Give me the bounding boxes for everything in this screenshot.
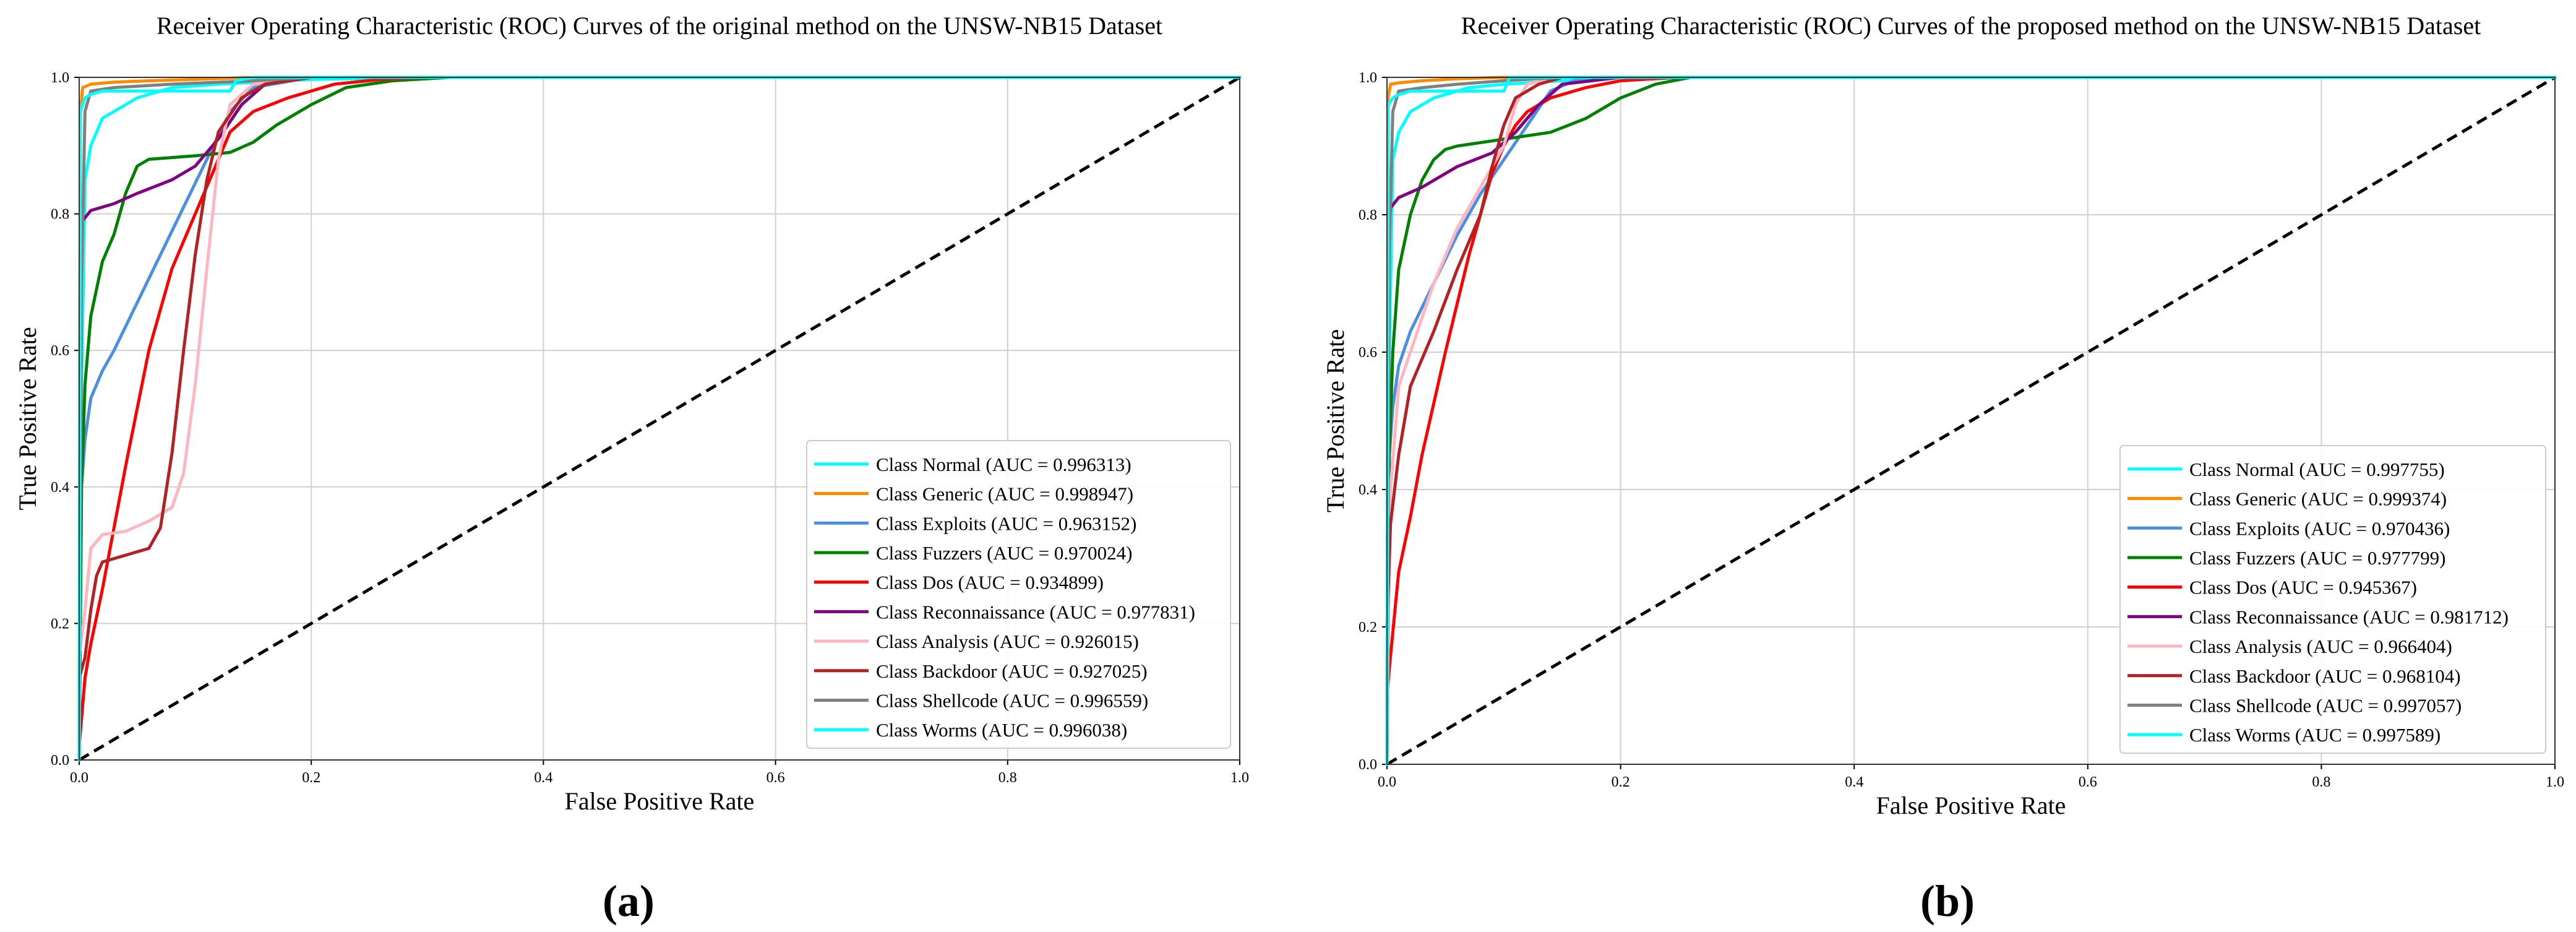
x-tick-label: 0.4 xyxy=(1845,774,1863,790)
roc-curve-series-3 xyxy=(77,76,1242,762)
y-tick-label: 0.8 xyxy=(51,207,69,223)
legend: Class Normal (AUC = 0.996313) Class Gener… xyxy=(806,440,1231,749)
legend-entry-1: Class Generic (AUC = 0.999374) xyxy=(2189,488,2447,510)
legend-box xyxy=(2119,445,2546,754)
legend: Class Normal (AUC = 0.997755) Class Gener… xyxy=(2119,445,2546,754)
legend-entry-6: Class Analysis (AUC = 0.926015) xyxy=(876,631,1139,652)
y-axis-label: True Positive Rate xyxy=(1321,329,1349,512)
y-tick-label: 0.0 xyxy=(51,753,69,769)
panel-a-label: (a) xyxy=(603,876,655,926)
y-tick-label: 0.4 xyxy=(1359,482,1377,498)
x-tick-label: 0.0 xyxy=(1378,774,1396,790)
legend-entry-9: Class Worms (AUC = 0.996038) xyxy=(876,719,1127,741)
legend-entry-4: Class Dos (AUC = 0.934899) xyxy=(876,572,1104,593)
legend-entry-9: Class Worms (AUC = 0.997589) xyxy=(2189,724,2441,746)
y-tick-label: 0.4 xyxy=(51,480,69,496)
x-tick-label: 0.8 xyxy=(2312,774,2330,790)
legend-entry-6: Class Analysis (AUC = 0.966404) xyxy=(2189,636,2452,657)
y-tick-label: 0.2 xyxy=(51,616,69,632)
legend-entry-2: Class Exploits (AUC = 0.970436) xyxy=(2189,517,2450,539)
y-tick-label: 1.0 xyxy=(51,70,69,86)
legend-entry-0: Class Normal (AUC = 0.996313) xyxy=(876,454,1131,475)
y-tick-label: 0.6 xyxy=(51,343,69,359)
panel-b-label: (b) xyxy=(1920,876,1975,926)
legend-entry-8: Class Shellcode (AUC = 0.997057) xyxy=(2189,694,2462,716)
roc-chart-proposed: Receiver Operating Characteristic (ROC) … xyxy=(1321,12,2564,819)
roc-curve-series-3 xyxy=(1385,76,2557,766)
x-tick-label: 1.0 xyxy=(2546,774,2564,790)
y-tick-label: 1.0 xyxy=(1359,70,1377,86)
chart-title: Receiver Operating Characteristic (ROC) … xyxy=(1461,12,2481,40)
legend-entry-5: Class Reconnaissance (AUC = 0.981712) xyxy=(2189,606,2509,628)
x-tick-label: 1.0 xyxy=(1230,770,1249,786)
y-tick-label: 0.6 xyxy=(1359,345,1377,361)
y-tick-label: 0.8 xyxy=(1359,207,1377,223)
roc-curve-series-9 xyxy=(77,76,1242,762)
x-tick-label: 0.6 xyxy=(2079,774,2097,790)
x-axis-label: False Positive Rate xyxy=(1876,792,2066,819)
y-tick-label: 0.2 xyxy=(1359,619,1377,636)
y-axis-label: True Positive Rate xyxy=(14,327,41,510)
plot-frame xyxy=(1386,77,2556,765)
x-tick-label: 0.4 xyxy=(534,770,552,786)
legend-entry-0: Class Normal (AUC = 0.997755) xyxy=(2189,459,2445,480)
roc-curve-series-7 xyxy=(77,76,1242,680)
legend-entry-5: Class Reconnaissance (AUC = 0.977831) xyxy=(876,601,1195,623)
legend-entry-3: Class Fuzzers (AUC = 0.977799) xyxy=(2189,547,2445,569)
legend-entry-1: Class Generic (AUC = 0.998947) xyxy=(876,483,1133,505)
roc-curve-series-6 xyxy=(77,76,1242,659)
x-tick-label: 0.8 xyxy=(998,770,1017,786)
y-tick-label: 0.0 xyxy=(1359,757,1377,773)
chart-title: Receiver Operating Characteristic (ROC) … xyxy=(157,12,1162,40)
legend-entry-7: Class Backdoor (AUC = 0.968104) xyxy=(2189,665,2461,687)
legend-entry-3: Class Fuzzers (AUC = 0.970024) xyxy=(876,542,1132,564)
plot-frame xyxy=(79,77,1240,761)
x-tick-label: 0.2 xyxy=(302,770,320,786)
x-tick-label: 0.0 xyxy=(70,770,88,786)
x-axis-label: False Positive Rate xyxy=(565,787,755,815)
legend-entry-7: Class Backdoor (AUC = 0.927025) xyxy=(876,660,1148,682)
roc-curve-series-4 xyxy=(1385,76,2557,697)
x-tick-label: 0.6 xyxy=(766,770,785,786)
roc-chart-original: Receiver Operating Characteristic (ROC) … xyxy=(14,12,1249,815)
legend-box xyxy=(806,440,1231,749)
legend-entry-2: Class Exploits (AUC = 0.963152) xyxy=(876,512,1136,534)
legend-entry-4: Class Dos (AUC = 0.945367) xyxy=(2189,577,2417,598)
legend-entry-8: Class Shellcode (AUC = 0.996559) xyxy=(876,689,1148,711)
chance-diagonal-line xyxy=(1386,76,2556,766)
roc-curve-series-1 xyxy=(77,76,1242,762)
x-tick-label: 0.2 xyxy=(1612,774,1630,790)
